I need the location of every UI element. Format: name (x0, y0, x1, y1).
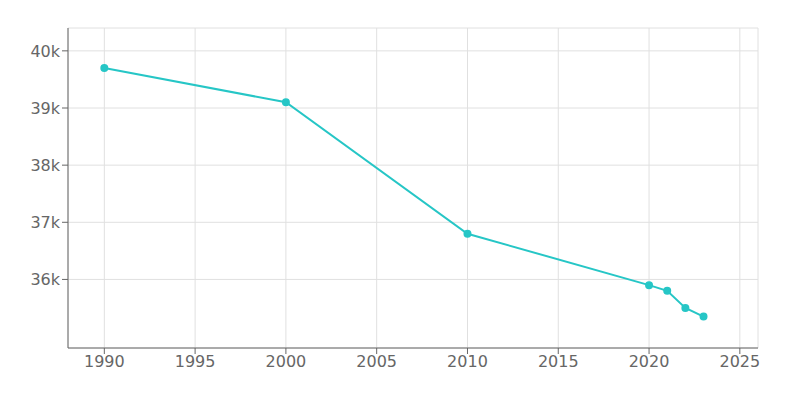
svg-text:1995: 1995 (175, 352, 216, 371)
svg-text:37k: 37k (30, 213, 60, 232)
svg-text:1990: 1990 (84, 352, 125, 371)
svg-text:40k: 40k (30, 42, 60, 61)
svg-text:2010: 2010 (447, 352, 488, 371)
svg-text:38k: 38k (30, 156, 60, 175)
svg-text:2025: 2025 (719, 352, 760, 371)
svg-text:2000: 2000 (266, 352, 307, 371)
svg-text:2005: 2005 (356, 352, 397, 371)
svg-text:39k: 39k (30, 99, 60, 118)
svg-text:2015: 2015 (538, 352, 579, 371)
svg-text:2020: 2020 (629, 352, 670, 371)
svg-text:36k: 36k (30, 270, 60, 289)
